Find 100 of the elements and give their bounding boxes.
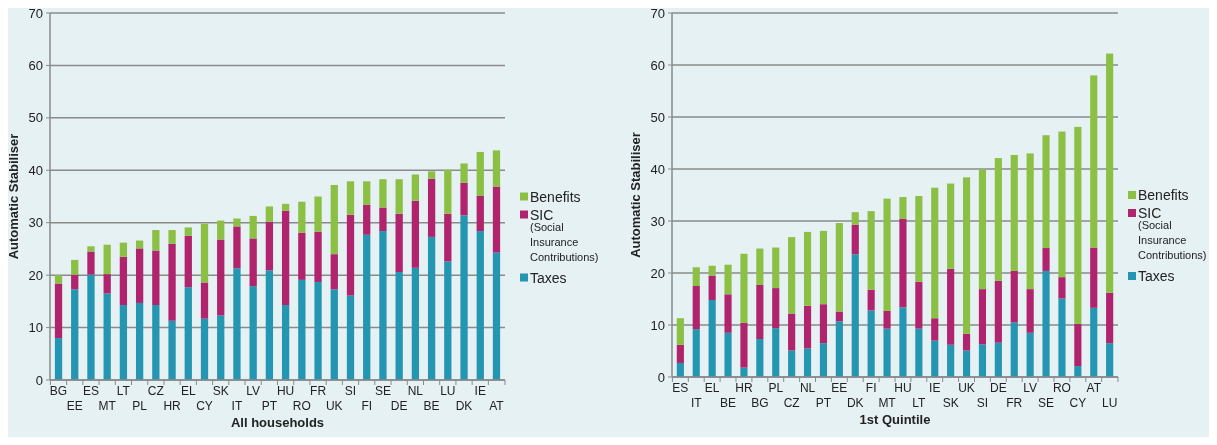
bar bbox=[1058, 277, 1066, 299]
bar bbox=[867, 211, 875, 290]
x-tick-label: AT bbox=[489, 399, 505, 413]
bar bbox=[1042, 248, 1050, 271]
y-tick-label: 40 bbox=[650, 161, 665, 177]
bar bbox=[395, 272, 403, 380]
bar bbox=[915, 281, 923, 329]
bar bbox=[994, 342, 1002, 377]
x-tick-label: IE bbox=[929, 381, 941, 395]
bar bbox=[708, 265, 716, 276]
bar bbox=[87, 274, 95, 380]
bar bbox=[1090, 247, 1098, 308]
bar bbox=[931, 318, 939, 341]
x-tick-label: LU bbox=[1101, 396, 1118, 410]
y-tick-label: 30 bbox=[28, 215, 43, 231]
bar bbox=[135, 302, 144, 380]
legend-label: SIC (Social Insurance Contributions) bbox=[530, 206, 599, 263]
legend-label: Benefits bbox=[1138, 187, 1189, 203]
x-tick-label: CY bbox=[196, 399, 213, 413]
bar bbox=[152, 305, 160, 380]
y-tick-label: 70 bbox=[650, 5, 665, 21]
x-tick-label: IT bbox=[690, 396, 703, 410]
bar bbox=[492, 186, 501, 253]
bar bbox=[184, 287, 192, 380]
x-tick-label: BE bbox=[423, 399, 440, 413]
x-tick-label: BE bbox=[720, 396, 737, 410]
bar bbox=[184, 235, 192, 288]
bar bbox=[427, 236, 436, 380]
bar bbox=[883, 310, 891, 329]
bar bbox=[867, 289, 875, 311]
bar bbox=[692, 329, 700, 377]
bar bbox=[756, 284, 764, 340]
bar bbox=[395, 213, 403, 272]
legend-label: SIC (Social Insurance Contributions) bbox=[1138, 205, 1207, 261]
bar bbox=[249, 238, 257, 287]
bar bbox=[298, 232, 306, 280]
x-tick-label: ES bbox=[82, 384, 99, 398]
bar bbox=[740, 367, 748, 377]
bar bbox=[994, 280, 1002, 343]
bar bbox=[168, 230, 176, 244]
bar bbox=[265, 206, 274, 222]
x-tick-label: AT bbox=[1086, 381, 1102, 395]
bar bbox=[444, 213, 452, 262]
bar bbox=[1026, 153, 1034, 290]
bar bbox=[87, 246, 95, 252]
bar bbox=[54, 338, 63, 380]
x-tick-label: FI bbox=[865, 381, 877, 395]
x-tick-label: EL bbox=[704, 381, 720, 395]
bar bbox=[1074, 323, 1082, 367]
x-tick-label: DE bbox=[990, 381, 1007, 395]
x-tick-label: CZ bbox=[783, 396, 800, 410]
x-tick-label: IT bbox=[231, 399, 243, 413]
bar bbox=[1074, 126, 1082, 324]
x-tick-label: IE bbox=[474, 384, 486, 398]
y-tick-label: 40 bbox=[28, 162, 43, 178]
bar bbox=[152, 230, 160, 251]
bar bbox=[379, 207, 387, 232]
x-tick-label: HU bbox=[276, 384, 295, 398]
bar bbox=[346, 214, 355, 296]
bar bbox=[87, 251, 95, 275]
bar bbox=[676, 318, 684, 345]
bar bbox=[476, 231, 484, 380]
y-tick-label: 50 bbox=[650, 109, 665, 125]
bar bbox=[899, 197, 907, 219]
bar bbox=[168, 320, 176, 380]
bar bbox=[427, 171, 436, 179]
bar bbox=[899, 218, 907, 308]
bar bbox=[756, 248, 764, 285]
bar bbox=[314, 231, 322, 282]
bar bbox=[200, 282, 209, 319]
x-tick-label: PL bbox=[768, 381, 784, 395]
bar bbox=[427, 178, 436, 237]
x-tick-label: FR bbox=[310, 384, 327, 398]
bar bbox=[1074, 366, 1082, 377]
x-tick-label: SE bbox=[374, 384, 391, 398]
bar bbox=[233, 226, 241, 269]
x-tick-label: LT bbox=[912, 396, 927, 410]
bar bbox=[249, 286, 257, 380]
bar bbox=[184, 227, 192, 236]
bar bbox=[460, 215, 468, 380]
bar bbox=[819, 343, 828, 377]
bar bbox=[298, 279, 306, 380]
bar bbox=[788, 313, 796, 351]
bar bbox=[330, 289, 338, 380]
bar bbox=[788, 237, 796, 314]
bar bbox=[476, 151, 484, 196]
bar bbox=[883, 198, 891, 311]
bar bbox=[915, 196, 923, 282]
x-tick-label: LT bbox=[116, 384, 131, 398]
x-tick-label: FR bbox=[1006, 396, 1023, 410]
bar bbox=[1106, 292, 1114, 344]
x-tick-label: HR bbox=[735, 381, 753, 395]
bar bbox=[803, 348, 812, 377]
bar bbox=[363, 234, 371, 380]
bar bbox=[962, 333, 971, 351]
bar bbox=[217, 315, 225, 380]
bar bbox=[931, 187, 939, 319]
bar bbox=[379, 179, 387, 208]
y-tick-label: 0 bbox=[35, 372, 43, 388]
y-tick-label: 30 bbox=[650, 213, 665, 229]
